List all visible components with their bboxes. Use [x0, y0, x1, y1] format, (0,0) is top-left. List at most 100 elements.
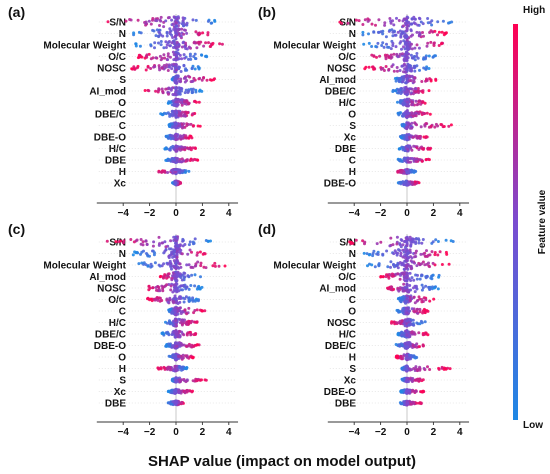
shap-point: [153, 65, 157, 69]
shap-point: [433, 29, 437, 33]
shap-point: [211, 41, 215, 45]
shap-point: [133, 67, 137, 71]
shap-point: [191, 296, 195, 300]
shap-point: [173, 266, 177, 270]
shap-point: [181, 288, 184, 292]
shap-point: [406, 345, 410, 349]
shap-point: [408, 284, 412, 287]
shap-point: [164, 245, 168, 249]
shap-point: [152, 240, 156, 244]
shap-point: [436, 20, 440, 24]
shap-point: [421, 311, 425, 315]
shap-point: [421, 260, 425, 264]
shap-point: [408, 248, 412, 252]
shap-point: [440, 42, 443, 46]
shap-point: [404, 41, 408, 45]
shap-point: [413, 290, 417, 294]
shap-point: [218, 42, 222, 46]
shap-point: [375, 242, 379, 246]
shap-point: [410, 121, 414, 125]
shap-point: [171, 290, 175, 294]
shap-point: [437, 366, 441, 370]
shap-point: [418, 307, 422, 311]
shap-point: [430, 19, 434, 23]
shap-point: [184, 88, 188, 92]
shap-point: [178, 122, 181, 126]
shap-point: [405, 319, 409, 323]
shap-point: [404, 29, 408, 33]
shap-point: [186, 274, 190, 278]
shap-point: [378, 54, 382, 58]
shap-point: [391, 90, 395, 93]
shap-point: [412, 309, 416, 313]
shap-point: [149, 262, 153, 266]
shap-point: [197, 66, 201, 70]
shap-point: [370, 53, 374, 57]
shap-point: [144, 239, 148, 243]
shap-point: [395, 354, 399, 358]
shap-point: [367, 65, 371, 69]
shap-point: [380, 44, 384, 47]
shap-point: [200, 89, 204, 93]
shap-point: [370, 22, 374, 26]
feature-label: DBE/C: [325, 341, 356, 352]
shap-point: [197, 77, 201, 81]
shap-point: [160, 87, 164, 91]
x-tick-label: 4: [226, 208, 232, 219]
shap-point: [179, 248, 183, 252]
shap-point: [188, 52, 192, 56]
feature-label: NOSC: [327, 64, 356, 75]
shap-point: [411, 114, 415, 118]
shap-point: [391, 19, 394, 23]
feature-label: O: [348, 110, 356, 121]
shap-point: [149, 22, 153, 26]
shap-point: [166, 52, 170, 56]
shap-point: [202, 252, 206, 255]
shap-point: [408, 264, 412, 268]
shap-point: [177, 27, 181, 31]
shap-point: [418, 277, 422, 281]
shap-point: [184, 380, 188, 384]
shap-point: [179, 295, 182, 299]
shap-point: [401, 271, 405, 275]
shap-point: [177, 21, 181, 25]
shap-point: [395, 69, 399, 73]
shap-point: [403, 295, 407, 299]
shap-point: [172, 297, 176, 301]
feature-label: DBE: [105, 156, 126, 167]
shap-point: [174, 92, 178, 96]
shap-point: [379, 275, 383, 278]
shap-point: [338, 20, 342, 24]
shap-point: [180, 318, 184, 322]
feature-label: H: [119, 364, 126, 375]
shap-point: [174, 87, 178, 91]
shap-point: [434, 78, 438, 82]
x-tick-label: 4: [457, 208, 463, 219]
shap-point: [421, 389, 425, 393]
shap-point: [402, 24, 405, 28]
shap-point: [400, 309, 404, 313]
shap-point: [166, 58, 170, 62]
shap-point: [174, 148, 178, 152]
feature-label: C: [119, 307, 126, 318]
shap-point: [196, 260, 200, 264]
shap-point: [178, 158, 182, 161]
shap-point: [421, 90, 425, 94]
shap-point: [414, 249, 418, 253]
shap-point: [180, 98, 184, 102]
shap-point: [400, 47, 403, 51]
shap-point: [151, 17, 155, 20]
shap-point: [414, 284, 418, 288]
shap-point: [381, 252, 385, 256]
shap-point: [173, 110, 177, 113]
shap-point: [361, 23, 365, 26]
shap-point: [184, 170, 187, 174]
shap-point: [428, 368, 432, 371]
shap-point: [417, 241, 421, 245]
shap-point: [413, 46, 417, 50]
shap-point: [429, 40, 433, 44]
shap-point: [400, 331, 404, 334]
shap-point: [180, 169, 184, 173]
shap-point: [451, 240, 455, 243]
shap-point: [399, 32, 403, 36]
